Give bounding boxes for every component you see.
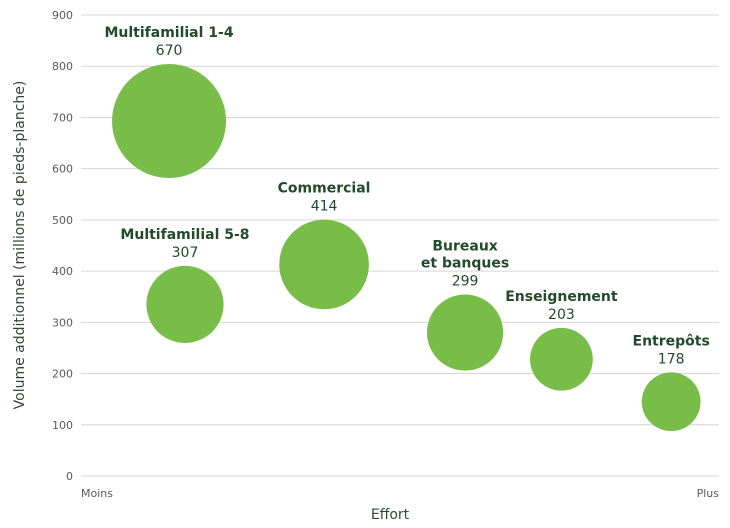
bubble-4	[530, 327, 593, 391]
y-tick-label-800: 800	[52, 60, 73, 73]
x-axis-title: Effort	[371, 507, 410, 523]
bubbles	[112, 64, 701, 432]
y-tick-label-700: 700	[52, 111, 73, 124]
bubble-1	[146, 265, 224, 343]
bubble-label-0: Multifamilial 1-4	[104, 25, 233, 41]
bubble-value-3: 299	[452, 273, 479, 289]
bubble-value-5: 178	[658, 351, 685, 367]
bubble-label-3: Bureaux	[432, 238, 497, 254]
bubble-label-4: Enseignement	[505, 289, 618, 305]
bubble-2	[279, 219, 369, 310]
y-tick-label-900: 900	[52, 9, 73, 22]
bubble-label-5: Entrepôts	[633, 333, 710, 349]
bubble-value-1: 307	[172, 245, 199, 261]
bubble-5	[641, 372, 701, 432]
bubble-value-4: 203	[548, 307, 575, 323]
bubble-3	[426, 294, 504, 371]
bubble-labels: Multifamilial 1-4 670 Multifamilial 5-8 307…	[104, 25, 709, 367]
y-tick-label-200: 200	[52, 368, 73, 381]
bubble-label-2: Commercial	[278, 181, 371, 197]
bubble-value-0: 670	[156, 43, 183, 59]
bubble-label-3: et banques	[421, 255, 509, 271]
y-tick-label-500: 500	[52, 214, 73, 227]
x-tick-label-min: Moins	[81, 487, 113, 500]
y-axis-title: Volume additionnel (millions de pieds-pl…	[12, 81, 28, 410]
bubble-label-1: Multifamilial 5-8	[120, 227, 249, 243]
bubble-value-2: 414	[311, 199, 338, 215]
y-tick-label-600: 600	[52, 163, 73, 176]
x-tick-label-max: Plus	[697, 487, 720, 500]
y-tick-label-100: 100	[52, 419, 73, 432]
y-axis-ticks: 0 100 200 300 400 500 600 700 800 900	[52, 9, 73, 483]
y-tick-label-400: 400	[52, 265, 73, 278]
y-tick-label-0: 0	[66, 470, 73, 483]
bubble-0	[112, 64, 227, 179]
y-tick-label-300: 300	[52, 316, 73, 329]
